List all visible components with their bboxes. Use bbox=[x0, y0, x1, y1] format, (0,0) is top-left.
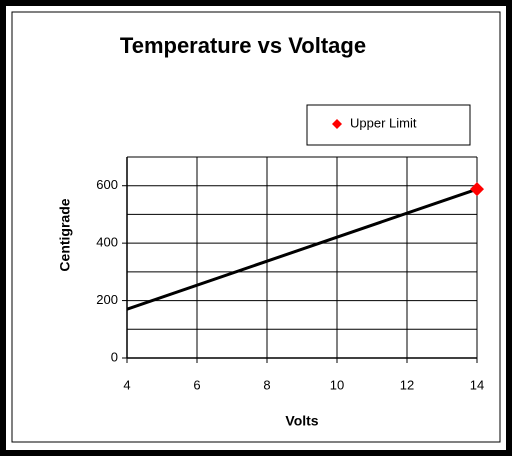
x-tick-label: 14 bbox=[470, 377, 484, 392]
y-tick-label: 0 bbox=[111, 349, 118, 364]
y-tick-label: 600 bbox=[96, 177, 118, 192]
plot-area bbox=[127, 157, 477, 358]
legend-marker bbox=[332, 119, 342, 129]
y-tick-label: 400 bbox=[96, 235, 118, 250]
x-axis-label: Volts bbox=[285, 413, 318, 429]
legend-label: Upper Limit bbox=[350, 115, 417, 130]
x-tick-label: 10 bbox=[330, 377, 344, 392]
x-tick-label: 4 bbox=[123, 377, 130, 392]
x-tick-label: 8 bbox=[263, 377, 270, 392]
point bbox=[470, 182, 484, 197]
line bbox=[126, 187, 478, 311]
y-axis-label: Centigrade bbox=[57, 198, 73, 271]
x-tick-label: 12 bbox=[400, 377, 414, 392]
chart-title: Temperature vs Voltage bbox=[120, 33, 366, 58]
x-tick-label: 6 bbox=[193, 377, 200, 392]
y-tick-label: 200 bbox=[96, 292, 118, 307]
